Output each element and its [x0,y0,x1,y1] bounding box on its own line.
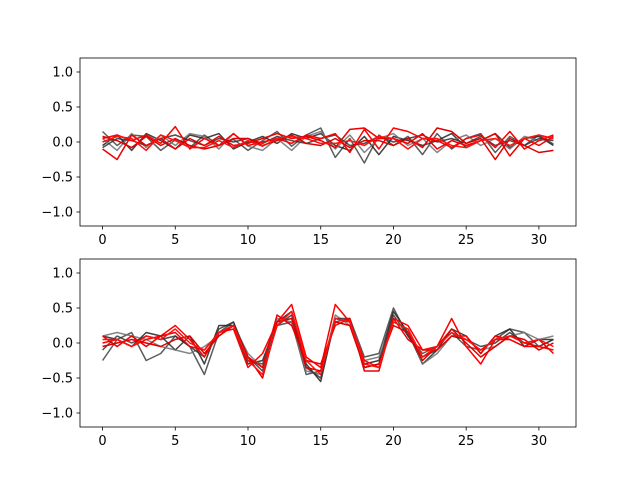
y-tick-label: 0.0 [52,337,73,352]
series-group [101,303,554,383]
series-line-4 [102,125,554,154]
panels: 0 5 10 15 20 25 30 −1.0 −0.5 0.0 0.5 1.0 0 5 10 15 20 25 3… [41,57,577,449]
series-line-7 [102,310,554,376]
x-tick-label: 30 [531,434,548,449]
x-tick-label: 25 [458,233,475,248]
x-tick-label: 15 [312,233,329,248]
x-tick-label: 0 [98,233,106,248]
series-line-4 [102,303,554,369]
subplot-top: 0 5 10 15 20 25 30 −1.0 −0.5 0.0 0.5 1.0 [41,57,577,248]
subplot-bottom: 0 5 10 15 20 25 30 −1.0 −0.5 0.0 0.5 1.0 [41,258,577,449]
y-tick-label: 0.0 [52,136,73,151]
y-tick-label: −1.0 [41,407,73,422]
series-line-7 [102,134,554,152]
series-line-2 [102,130,554,154]
y-tick-label: 0.5 [52,302,73,317]
y-tick-label: 1.0 [52,66,73,81]
y-tick-label: 1.0 [52,267,73,282]
x-tick-label: 25 [458,434,475,449]
x-tick-label: 10 [240,233,257,248]
y-tick-label: −0.5 [41,171,73,186]
x-tick-label: 10 [240,434,257,449]
x-tick-label: 5 [171,233,179,248]
x-tick-label: 5 [171,434,179,449]
series-group [102,125,554,164]
y-tick-label: −1.0 [41,206,73,221]
x-tick-label: 20 [385,233,402,248]
y-tick-label: 0.5 [52,101,73,116]
y-tick-label: −0.5 [41,372,73,387]
x-tick-label: 30 [531,233,548,248]
x-tick-label: 0 [98,434,106,449]
x-tick-label: 20 [385,434,402,449]
x-tick-label: 15 [312,434,329,449]
series-line-6 [102,127,554,161]
